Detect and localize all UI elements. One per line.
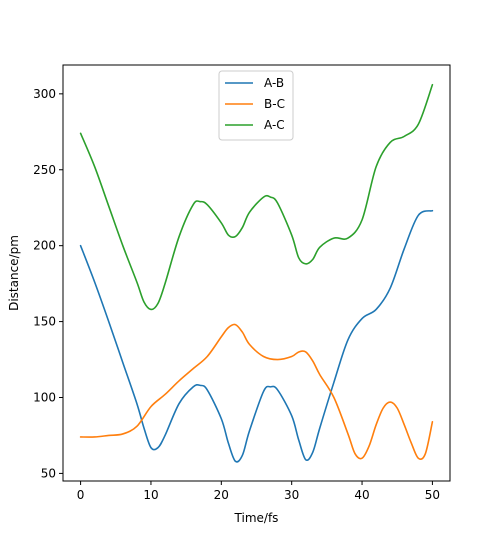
series-line-b-c — [79, 323, 434, 460]
y-axis-ticks: 50 100 150 200 250 300 — [33, 87, 63, 480]
x-tick-label: 40 — [354, 488, 369, 502]
y-tick-label: 100 — [33, 390, 56, 404]
plot-frame — [62, 64, 451, 482]
x-axis-ticks: 0 10 20 30 40 50 — [77, 481, 440, 502]
legend-label: B-C — [264, 97, 285, 111]
x-tick-label: 10 — [143, 488, 158, 502]
y-tick-label: 50 — [41, 466, 56, 480]
y-tick-label: 150 — [33, 315, 56, 329]
plot-lines — [79, 83, 434, 463]
x-tick-label: 50 — [425, 488, 440, 502]
y-tick-label: 200 — [33, 239, 56, 253]
series-line-a-c — [79, 83, 434, 311]
x-tick-label: 20 — [214, 488, 229, 502]
y-axis-label: Distance/pm — [7, 235, 21, 311]
legend-label: A-C — [264, 118, 285, 132]
y-tick-label: 250 — [33, 163, 56, 177]
x-axis-label: Time/fs — [234, 511, 279, 525]
legend: A-B B-C A-C — [218, 70, 294, 141]
x-tick-label: 30 — [284, 488, 299, 502]
y-tick-label: 300 — [33, 87, 56, 101]
series-line-a-b — [79, 209, 434, 463]
legend-label: A-B — [264, 76, 284, 90]
legend-box — [218, 70, 294, 141]
x-tick-label: 0 — [77, 488, 85, 502]
